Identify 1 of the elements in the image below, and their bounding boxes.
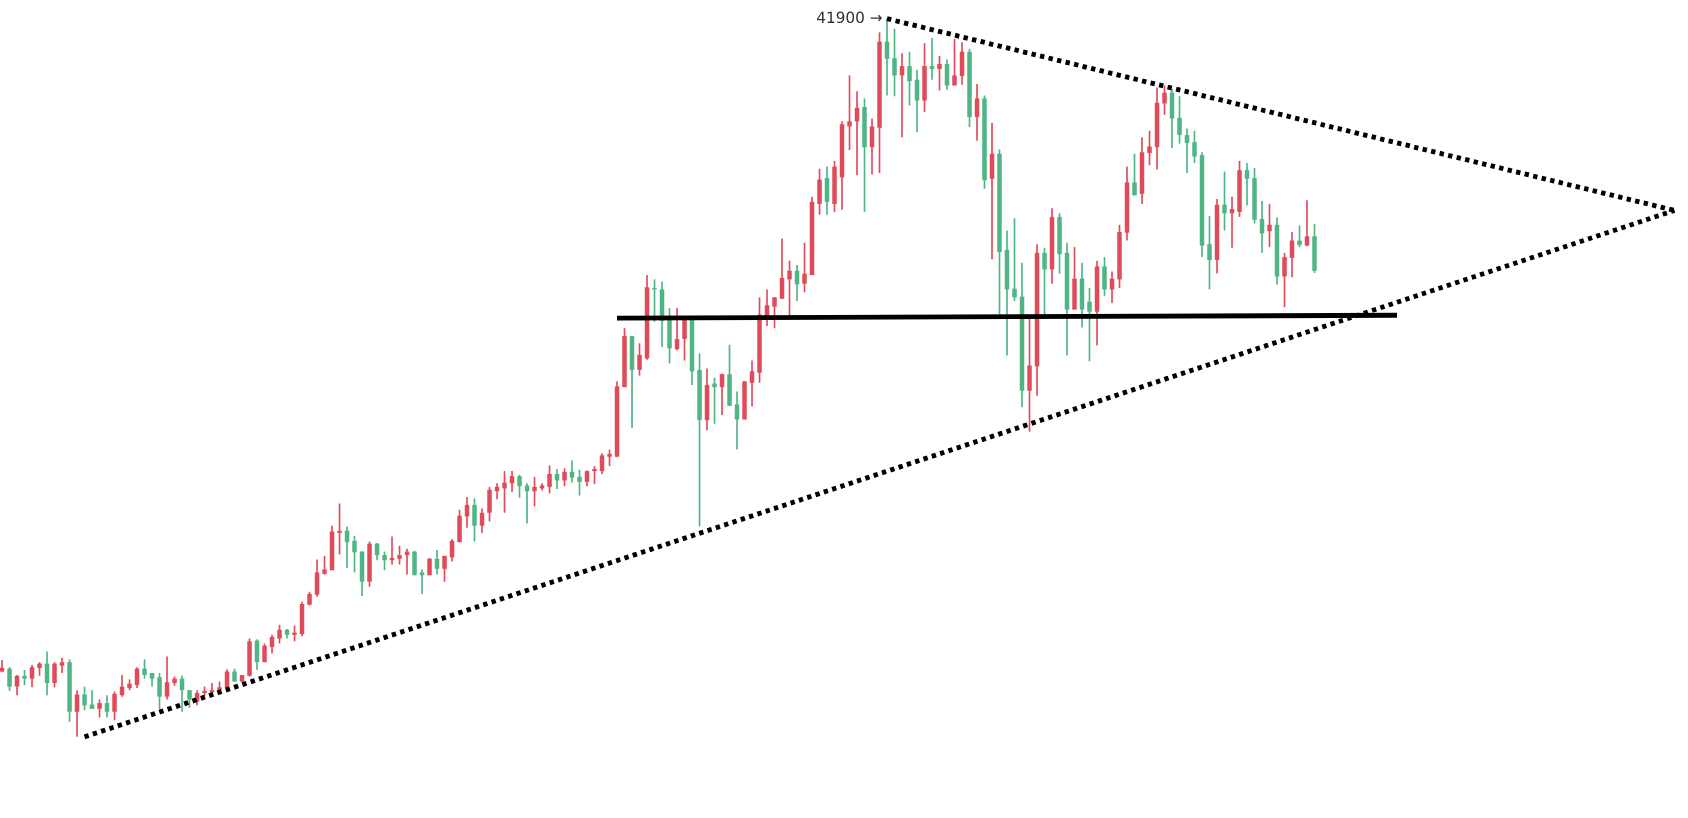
annotation: 41900 →	[817, 11, 882, 24]
